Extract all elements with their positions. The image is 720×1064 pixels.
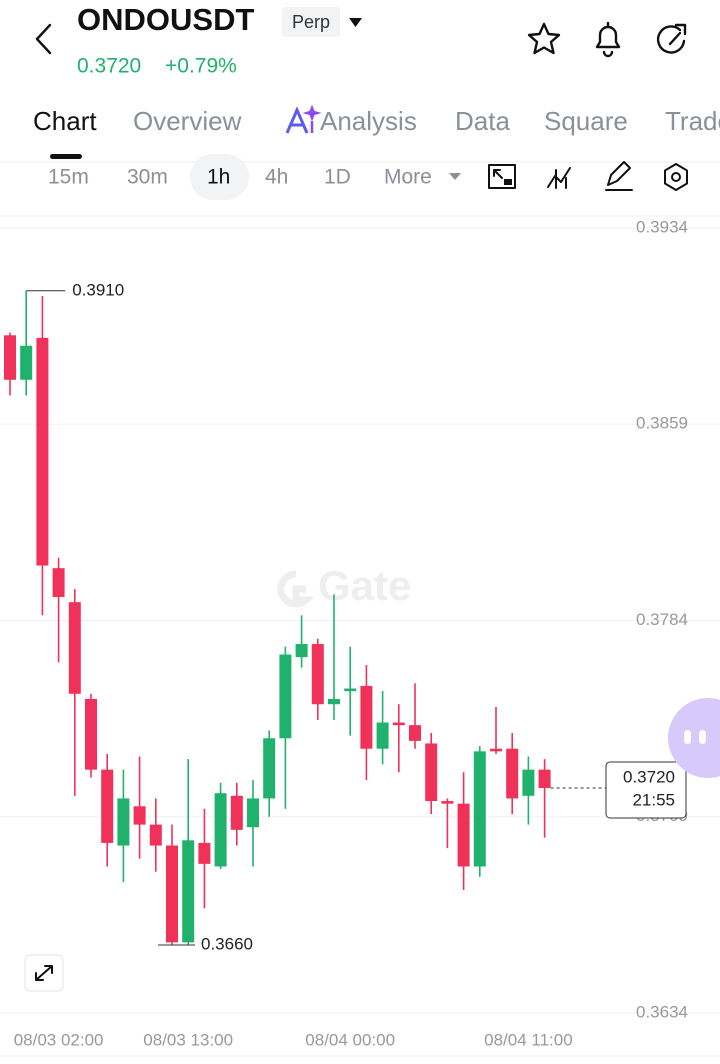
interval[interactable]: 15m: [48, 166, 89, 189]
candle-body: [376, 722, 389, 749]
tab[interactable]: Trade: [665, 106, 720, 136]
draw-button[interactable]: [605, 161, 633, 191]
back-button[interactable]: [35, 23, 52, 55]
candle-body: [538, 769, 551, 788]
interval[interactable]: More: [384, 166, 432, 189]
high-label: 0.3910: [72, 280, 124, 299]
candle-body: [149, 824, 162, 846]
symbol: ONDOUSDT: [77, 2, 254, 37]
candle-body: [133, 806, 146, 825]
candle-body: [182, 840, 195, 943]
x-tick-label: 08/03 13:00: [143, 1030, 233, 1049]
candle-body: [198, 842, 211, 864]
badge: Perp: [292, 12, 330, 32]
candle-body: [263, 738, 276, 799]
x-tick-label: 08/04 11:00: [484, 1030, 573, 1049]
y-tick-label: 0.3784: [636, 610, 688, 629]
layout-button[interactable]: [488, 164, 516, 189]
candle-body: [279, 654, 292, 739]
candle-body: [36, 337, 49, 566]
price: 0.3720: [77, 55, 141, 78]
favorite-button[interactable]: [527, 22, 561, 55]
candle-body: [425, 743, 438, 802]
refresh-button[interactable]: [656, 23, 687, 54]
candle-body: [295, 644, 308, 658]
y-tick-label: 0.3934: [636, 217, 688, 236]
x-tick-label: 08/03 02:00: [14, 1030, 104, 1049]
alert-button[interactable]: [595, 21, 621, 58]
x-tick-label: 08/04 00:00: [305, 1030, 395, 1049]
price-tag: [605, 761, 687, 819]
candle-body: [311, 644, 324, 705]
candle-body: [85, 699, 97, 770]
watermark-text: Gate: [318, 562, 411, 609]
indicator-button[interactable]: [547, 167, 571, 189]
candle-body: [506, 748, 519, 799]
candle-body: [101, 769, 114, 843]
candle-body: [117, 798, 130, 846]
tab-indicator: [50, 154, 82, 159]
change: +0.79%: [165, 55, 237, 78]
interval[interactable]: 30m: [127, 166, 168, 189]
price-tag-value: 0.3720: [623, 767, 675, 786]
y-tick-label: 0.3634: [636, 1002, 688, 1021]
tab[interactable]: Square: [544, 106, 628, 136]
interval-active-bg: [190, 154, 249, 200]
candle-body: [522, 769, 535, 796]
expand-button[interactable]: [24, 954, 64, 992]
candle-body: [328, 699, 340, 705]
more-caret: [449, 173, 461, 180]
badge-bg: [282, 7, 340, 37]
candle-body: [68, 602, 81, 694]
low-label: 0.3660: [201, 934, 253, 953]
interval[interactable]: 1h: [207, 166, 230, 189]
candle-body: [214, 793, 227, 867]
price-tag-countdown: 21:55: [632, 790, 675, 809]
tab[interactable]: Analysis: [320, 106, 417, 136]
watermark: Gate: [277, 562, 411, 609]
candle-body: [473, 751, 486, 867]
candle-body: [52, 568, 65, 597]
candle-body: [20, 345, 33, 380]
candle-body: [392, 722, 405, 726]
candle-body: [230, 795, 243, 830]
tab[interactable]: Data: [455, 106, 510, 136]
candle-body: [247, 798, 259, 828]
candle-body: [457, 803, 470, 867]
symbol-dropdown[interactable]: [349, 18, 362, 27]
candle-body: [490, 748, 502, 752]
candle-body: [441, 801, 454, 804]
candle-body: [409, 725, 421, 741]
interval[interactable]: 1D: [324, 166, 351, 189]
candle-body: [166, 845, 178, 943]
tab[interactable]: Chart: [33, 106, 97, 136]
chat-bubble[interactable]: [668, 698, 720, 778]
candle-body: [4, 335, 16, 380]
settings-button[interactable]: [664, 163, 688, 191]
y-tick-label: 0.3859: [636, 414, 688, 433]
candle-body: [344, 688, 357, 692]
interval[interactable]: 4h: [265, 166, 288, 189]
ai-icon: [285, 104, 322, 134]
tab[interactable]: Overview: [133, 106, 242, 136]
plot: [0, 227, 720, 1014]
candle-body: [360, 685, 373, 749]
